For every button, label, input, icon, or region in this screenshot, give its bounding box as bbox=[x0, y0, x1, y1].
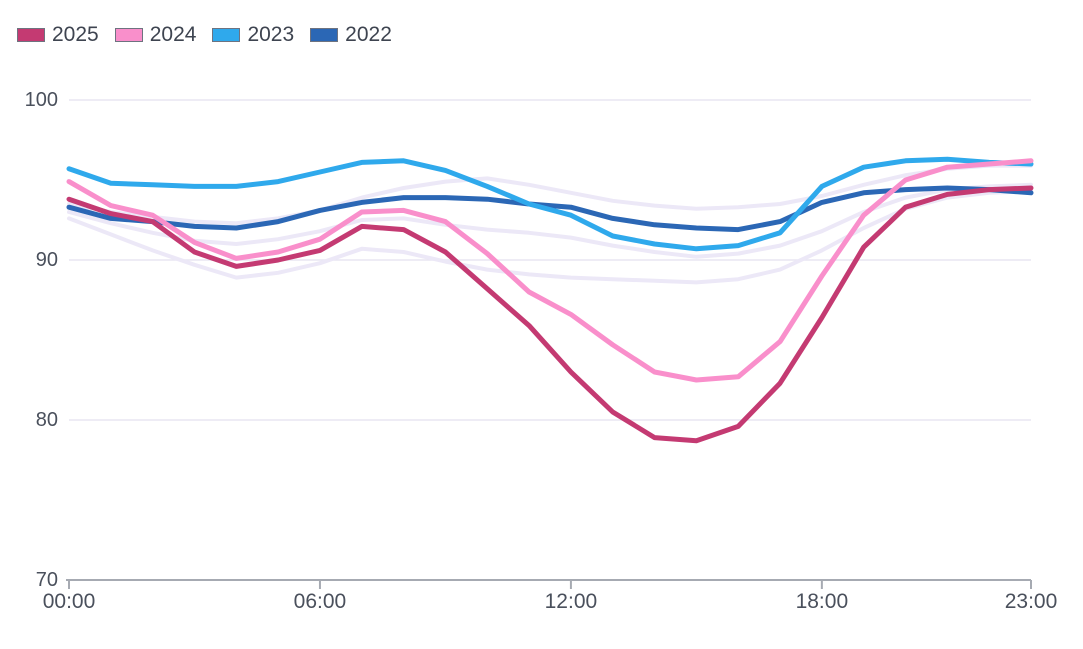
legend: 2025 2024 2023 2022 bbox=[17, 24, 392, 45]
legend-label: 2024 bbox=[149, 23, 197, 46]
legend-item-2025[interactable]: 2025 bbox=[17, 24, 99, 45]
legend-item-2024[interactable]: 2024 bbox=[114, 23, 197, 46]
series-line-2025 bbox=[66, 185, 1034, 444]
ghost-line bbox=[67, 189, 1033, 285]
y-axis-label: 90 bbox=[35, 249, 58, 271]
series-line-2023 bbox=[66, 156, 1034, 252]
legend-label: 2022 bbox=[345, 23, 392, 46]
series-line-2024 bbox=[66, 158, 1034, 383]
x-axis-label: 23:00 bbox=[1004, 590, 1058, 613]
legend-swatch bbox=[114, 27, 143, 42]
legend-label: 2023 bbox=[247, 23, 295, 46]
legend-label: 2025 bbox=[52, 23, 99, 46]
y-axis-label: 80 bbox=[35, 409, 58, 431]
legend-item-2023[interactable]: 2023 bbox=[212, 24, 294, 45]
x-axis-label: 06:00 bbox=[293, 590, 347, 613]
series-line-2022 bbox=[66, 185, 1034, 233]
x-axis-label: 18:00 bbox=[795, 590, 849, 613]
ghost-line bbox=[67, 163, 1033, 226]
y-axis-label: 70 bbox=[35, 569, 58, 591]
x-axis-label: 12:00 bbox=[544, 590, 598, 613]
x-axis-label: 00:00 bbox=[42, 590, 96, 613]
legend-swatch bbox=[212, 27, 241, 42]
legend-item-2022[interactable]: 2022 bbox=[310, 24, 392, 45]
y-axis-label: 100 bbox=[24, 89, 58, 111]
legend-swatch bbox=[310, 27, 339, 42]
legend-swatch bbox=[17, 27, 45, 42]
